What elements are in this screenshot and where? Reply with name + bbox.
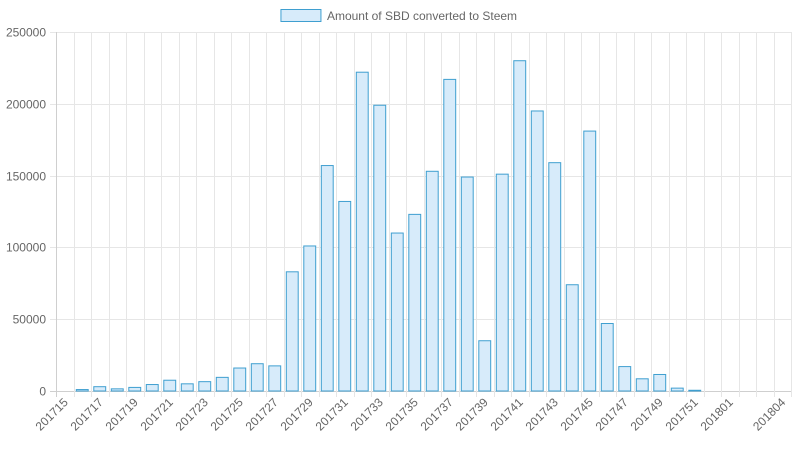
bar-201745[interactable] <box>583 130 597 392</box>
bar-201743[interactable] <box>548 162 562 392</box>
bar-201716[interactable] <box>75 389 89 392</box>
bar-201729[interactable] <box>303 245 317 392</box>
x-tick-label: 201735 <box>383 395 421 433</box>
bar-201741[interactable] <box>513 60 527 392</box>
y-tick-label: 50000 <box>13 313 47 327</box>
x-axis-ticks: 2017152017172017192017212017232017252017… <box>33 395 789 433</box>
x-tick-label: 201804 <box>750 395 788 433</box>
y-tick-label: 0 <box>39 385 46 399</box>
bar-201733[interactable] <box>373 104 387 392</box>
bar-201725[interactable] <box>233 367 247 392</box>
bar-201726[interactable] <box>250 363 264 392</box>
x-tick-label: 201729 <box>278 395 316 433</box>
bar-201722[interactable] <box>180 383 194 392</box>
x-tick-label: 201747 <box>593 395 631 433</box>
x-tick-label: 201749 <box>628 395 666 433</box>
bar-201718[interactable] <box>110 388 124 392</box>
bar-201742[interactable] <box>530 110 544 392</box>
x-tick-label: 201719 <box>103 395 141 433</box>
bar-201737[interactable] <box>443 78 457 392</box>
x-tick-label: 201733 <box>348 395 386 433</box>
bar-201736[interactable] <box>425 170 439 392</box>
x-tick-label: 201751 <box>663 395 701 433</box>
bar-201723[interactable] <box>198 381 212 392</box>
bar-201751[interactable] <box>688 389 702 392</box>
bar-201738[interactable] <box>460 176 474 392</box>
bar-201750[interactable] <box>670 387 684 392</box>
bar-201746[interactable] <box>600 323 614 392</box>
bar-201734[interactable] <box>390 232 404 392</box>
bar-201721[interactable] <box>163 379 177 392</box>
bar-201747[interactable] <box>618 366 632 392</box>
x-tick-label: 201737 <box>418 395 456 433</box>
x-tick-label: 201723 <box>173 395 211 433</box>
x-tick-label: 201731 <box>313 395 351 433</box>
x-tick-label: 201743 <box>523 395 561 433</box>
bar-201727[interactable] <box>268 365 282 392</box>
x-tick-label: 201727 <box>243 395 281 433</box>
x-tick-label: 201721 <box>138 395 176 433</box>
y-tick-label: 200000 <box>6 98 46 112</box>
y-tick-label: 150000 <box>6 170 46 184</box>
y-tick-label: 250000 <box>6 26 46 40</box>
y-tick-label: 100000 <box>6 241 46 255</box>
bar-201744[interactable] <box>565 284 579 392</box>
bar-201749[interactable] <box>653 373 667 392</box>
x-tick-label: 201717 <box>68 395 106 433</box>
x-tick-label: 201745 <box>558 395 596 433</box>
x-tick-label: 201801 <box>698 395 736 433</box>
x-tick-label: 201715 <box>33 395 71 433</box>
legend[interactable]: Amount of SBD converted to Steem <box>280 9 517 23</box>
bar-201731[interactable] <box>338 200 352 392</box>
legend-swatch[interactable] <box>280 9 322 22</box>
bar-201739[interactable] <box>478 340 492 392</box>
bars <box>75 60 702 392</box>
bar-201717[interactable] <box>93 386 107 392</box>
bar-201732[interactable] <box>355 71 369 392</box>
bar-201748[interactable] <box>635 378 649 392</box>
x-tick-label: 201739 <box>453 395 491 433</box>
y-axis-ticks: 0 50000 100000 150000 200000 250000 <box>6 26 46 399</box>
bar-201728[interactable] <box>285 271 299 392</box>
bar-201730[interactable] <box>320 165 334 392</box>
bar-201724[interactable] <box>215 376 229 392</box>
x-tick-label: 201725 <box>208 395 246 433</box>
legend-label[interactable]: Amount of SBD converted to Steem <box>327 9 517 23</box>
bar-201720[interactable] <box>145 384 159 392</box>
bar-201735[interactable] <box>408 213 422 392</box>
gridlines <box>50 32 792 397</box>
x-tick-label: 201741 <box>488 395 526 433</box>
bar-201719[interactable] <box>128 386 142 392</box>
bar-201740[interactable] <box>495 173 509 392</box>
